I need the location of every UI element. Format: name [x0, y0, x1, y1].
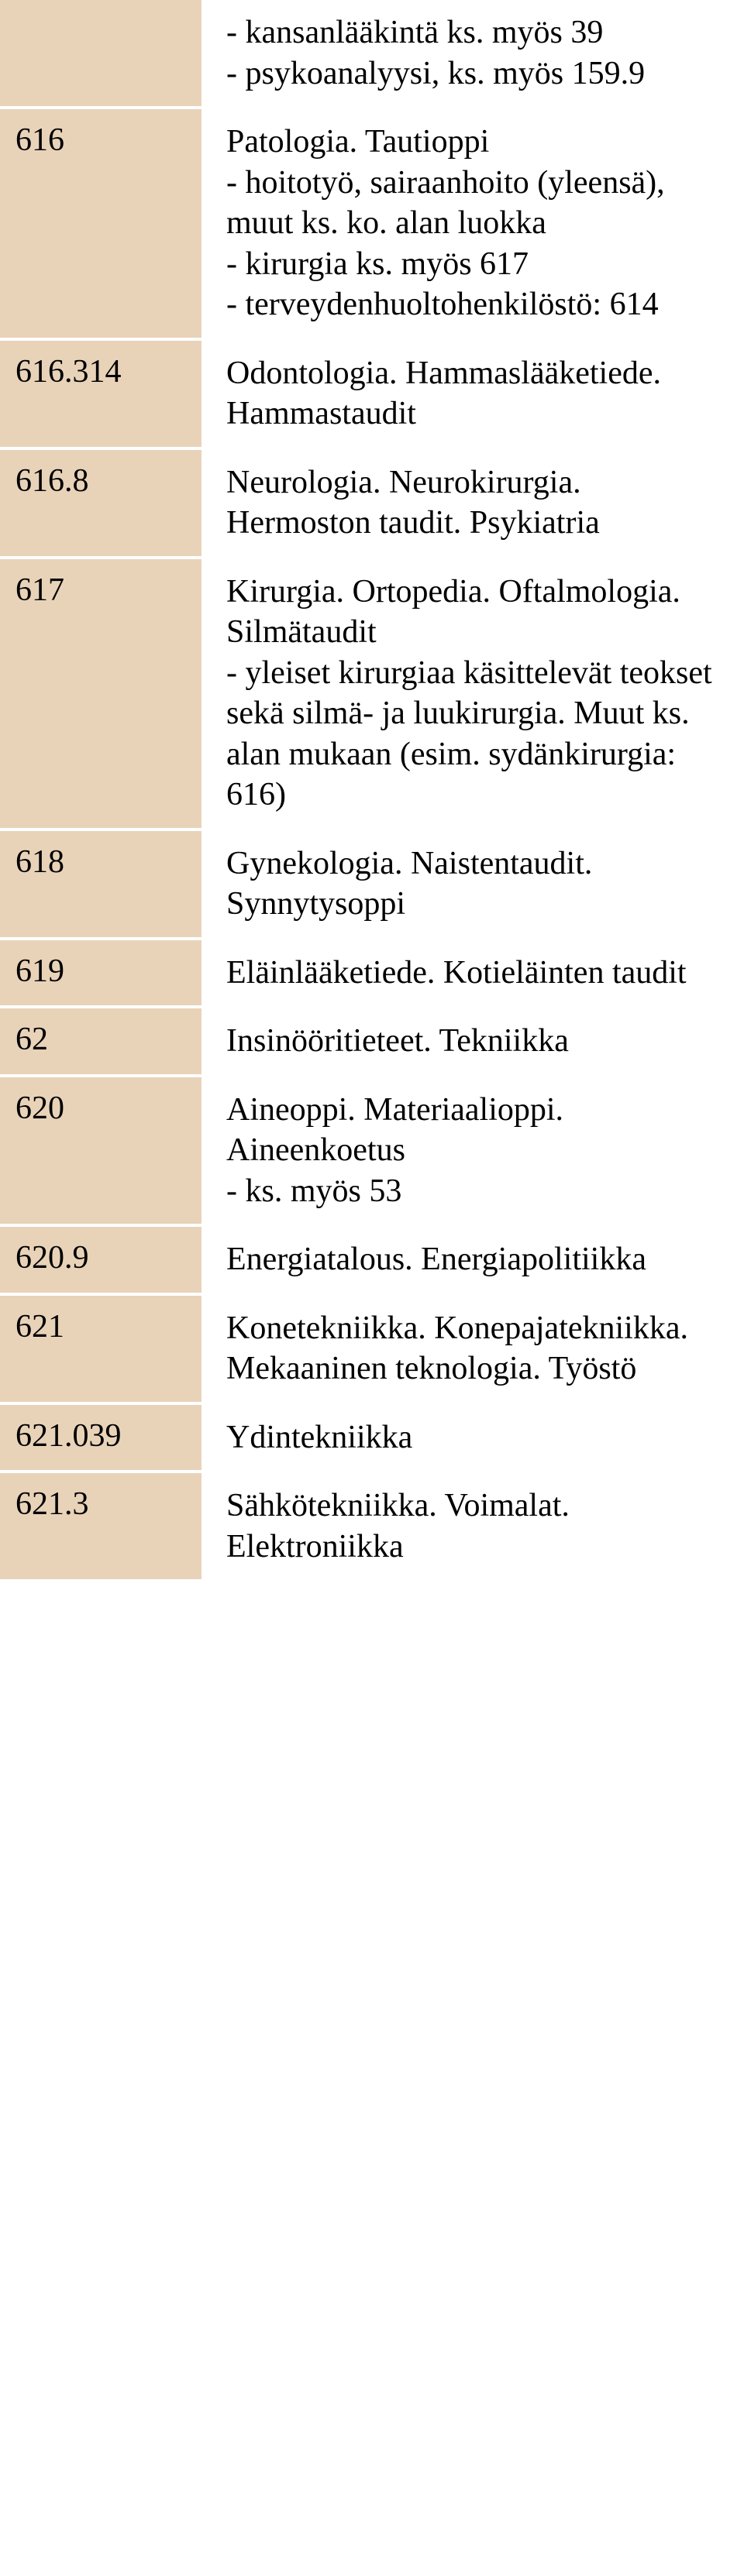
table-row: 621.3Sähkötekniikka. Voimalat. Elektroni…: [0, 1473, 744, 1582]
classification-description: Neurologia. Neurokirurgia. Hermoston tau…: [202, 450, 744, 559]
classification-description: Gynekologia. Naistentaudit. Synnytysoppi: [202, 831, 744, 940]
table-row: 620.9Energiatalous. Energiapolitiikka: [0, 1227, 744, 1296]
classification-code: 618: [0, 831, 202, 940]
classification-description: Sähkötekniikka. Voimalat. Elektroniikka: [202, 1473, 744, 1582]
table-row: 619Eläinlääketiede. Kotieläinten taudit: [0, 940, 744, 1009]
classification-code: 62: [0, 1008, 202, 1077]
table-row: - kansanlääkintä ks. myös 39- psykoanaly…: [0, 0, 744, 109]
table-row: 616.314Odontologia. Hammaslääketiede. Ha…: [0, 341, 744, 450]
table-row: 618Gynekologia. Naistentaudit. Synnytyso…: [0, 831, 744, 940]
classification-code: 621.3: [0, 1473, 202, 1582]
classification-code: 616.8: [0, 450, 202, 559]
table-row: 616.8Neurologia. Neurokirurgia. Hermosto…: [0, 450, 744, 559]
classification-code: 616.314: [0, 341, 202, 450]
classification-code: 620: [0, 1077, 202, 1228]
table-row: 620Aineoppi. Materiaalioppi. Aineenkoetu…: [0, 1077, 744, 1228]
classification-description: - kansanlääkintä ks. myös 39- psykoanaly…: [202, 0, 744, 109]
classification-description: Patologia. Tautioppi- hoitotyö, sairaanh…: [202, 109, 744, 341]
table-row: 621.039Ydintekniikka: [0, 1405, 744, 1474]
classification-code: [0, 0, 202, 109]
table-row: 616Patologia. Tautioppi- hoitotyö, saira…: [0, 109, 744, 341]
classification-code: 621.039: [0, 1405, 202, 1474]
classification-code: 616: [0, 109, 202, 341]
table-row: 62Insinööritieteet. Tekniikka: [0, 1008, 744, 1077]
table-row: 617Kirurgia. Ortopedia. Oftalmologia. Si…: [0, 559, 744, 831]
classification-description: Kirurgia. Ortopedia. Oftalmologia. Silmä…: [202, 559, 744, 831]
classification-description: Insinööritieteet. Tekniikka: [202, 1008, 744, 1077]
classification-description: Energiatalous. Energiapolitiikka: [202, 1227, 744, 1296]
classification-description: Odontologia. Hammaslääketiede. Hammastau…: [202, 341, 744, 450]
classification-description: Ydintekniikka: [202, 1405, 744, 1474]
classification-description: Aineoppi. Materiaalioppi. Aineenkoetus- …: [202, 1077, 744, 1228]
classification-code: 620.9: [0, 1227, 202, 1296]
classification-code: 617: [0, 559, 202, 831]
classification-table: - kansanlääkintä ks. myös 39- psykoanaly…: [0, 0, 744, 1582]
classification-description: Konetekniikka. Konepajatekniikka. Mekaan…: [202, 1296, 744, 1405]
classification-description: Eläinlääketiede. Kotieläinten taudit: [202, 940, 744, 1009]
classification-code: 621: [0, 1296, 202, 1405]
classification-code: 619: [0, 940, 202, 1009]
table-row: 621Konetekniikka. Konepajatekniikka. Mek…: [0, 1296, 744, 1405]
